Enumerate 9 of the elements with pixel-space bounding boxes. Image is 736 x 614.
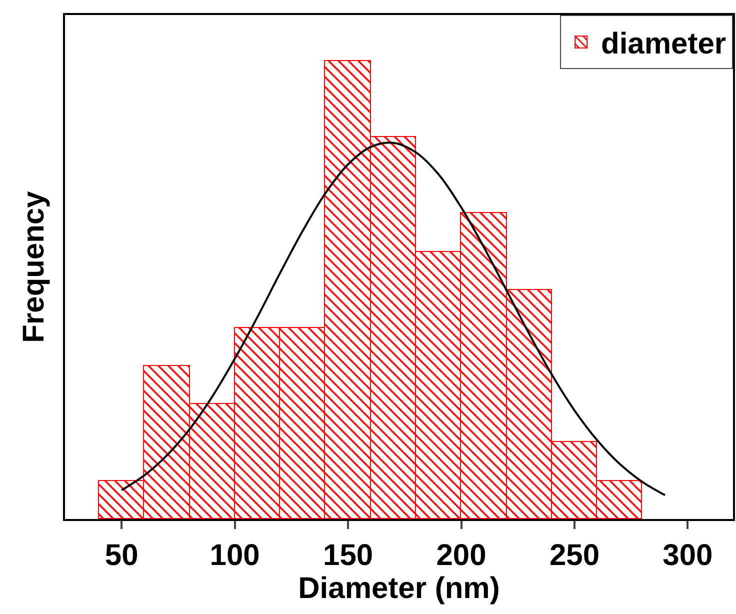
x-tick-label: 50: [104, 539, 138, 572]
x-tick-label: 200: [436, 539, 486, 572]
x-tick-label: 250: [549, 539, 600, 572]
x-tick-label: 100: [210, 539, 260, 572]
text: diameter: [601, 28, 726, 61]
x-tick-label: 300: [662, 539, 713, 572]
x-axis-title: Diameter (nm): [298, 572, 500, 605]
x-tick-label: 150: [323, 539, 374, 572]
y-axis-title: Frequency: [18, 190, 50, 343]
